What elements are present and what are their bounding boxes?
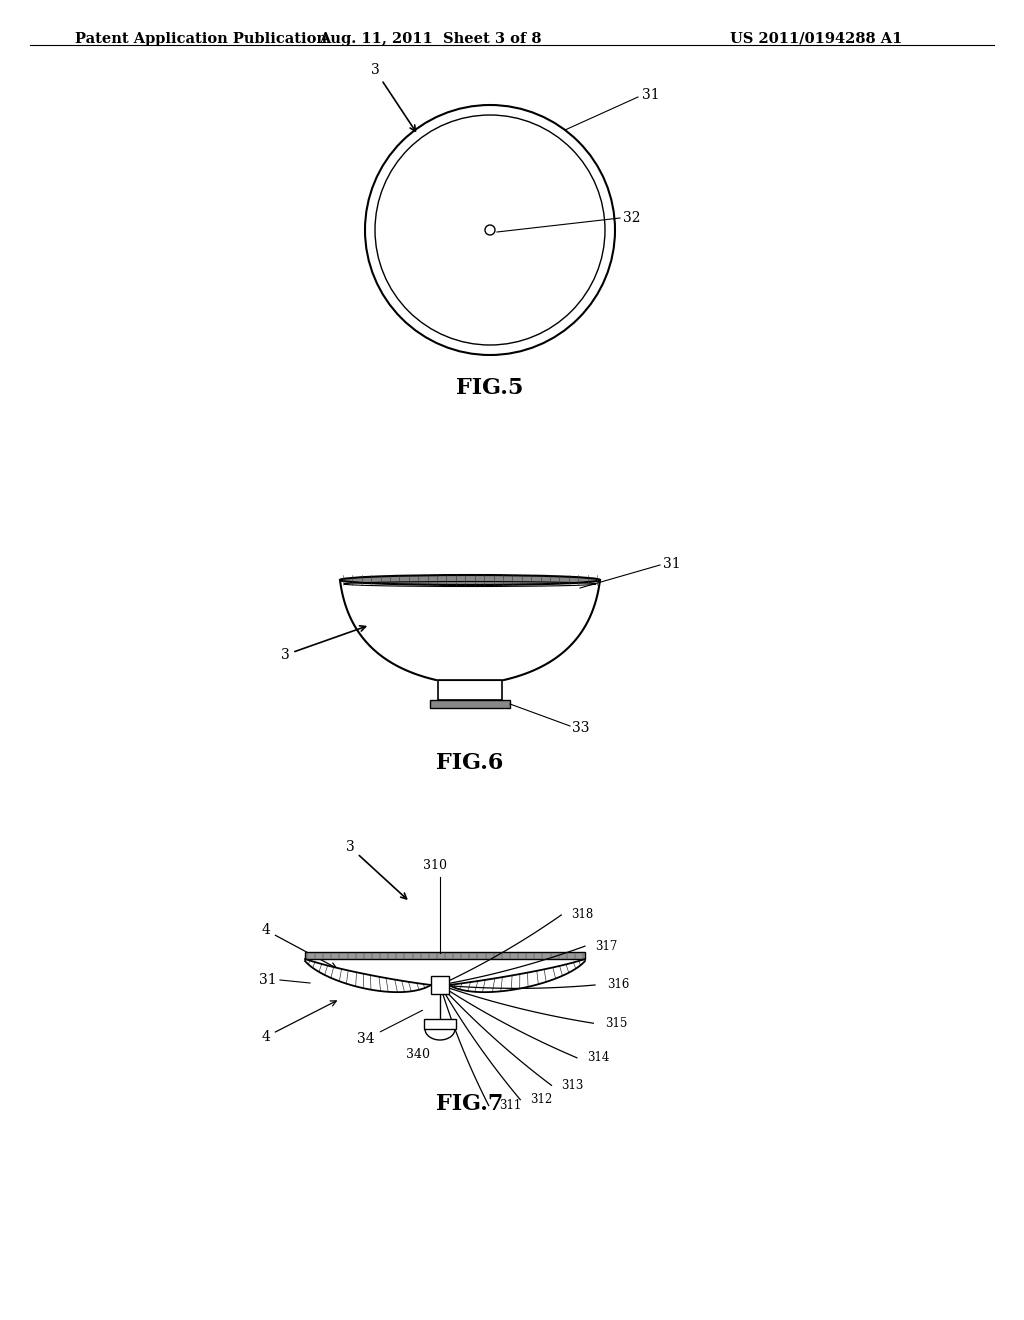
Text: Aug. 11, 2011  Sheet 3 of 8: Aug. 11, 2011 Sheet 3 of 8 (318, 32, 542, 46)
Bar (430, 700, 510, 708)
Text: US 2011/0194288 A1: US 2011/0194288 A1 (730, 32, 902, 46)
Text: 3: 3 (371, 63, 416, 131)
Text: 315: 315 (605, 1016, 628, 1030)
Text: 311: 311 (499, 1100, 521, 1111)
Bar (431, 975, 449, 994)
Text: 31: 31 (259, 973, 278, 987)
Text: 316: 316 (607, 978, 630, 991)
Text: 313: 313 (561, 1078, 584, 1092)
Text: 31: 31 (663, 557, 681, 572)
Bar (424, 1019, 456, 1030)
Text: 312: 312 (530, 1093, 553, 1106)
Polygon shape (340, 579, 600, 680)
Text: 4: 4 (261, 1001, 336, 1044)
Polygon shape (305, 960, 431, 993)
Text: FIG.7: FIG.7 (436, 1093, 504, 1115)
Ellipse shape (340, 576, 600, 585)
Text: 317: 317 (595, 940, 617, 953)
Text: 340: 340 (406, 1048, 430, 1060)
Text: 31: 31 (642, 88, 659, 102)
Text: 3: 3 (281, 626, 366, 663)
Text: 314: 314 (587, 1051, 609, 1064)
Text: 33: 33 (572, 721, 590, 735)
Bar (438, 680, 502, 700)
Text: 318: 318 (571, 908, 594, 921)
Text: 32: 32 (623, 211, 640, 224)
Text: 3: 3 (346, 840, 407, 899)
Text: 34: 34 (357, 1010, 423, 1045)
Text: FIG.5: FIG.5 (457, 378, 523, 399)
Text: Patent Application Publication: Patent Application Publication (75, 32, 327, 46)
Text: FIG.6: FIG.6 (436, 752, 504, 774)
Text: 310: 310 (423, 859, 447, 873)
Bar (305, 952, 585, 960)
Text: 4: 4 (261, 923, 336, 968)
Polygon shape (449, 960, 585, 993)
